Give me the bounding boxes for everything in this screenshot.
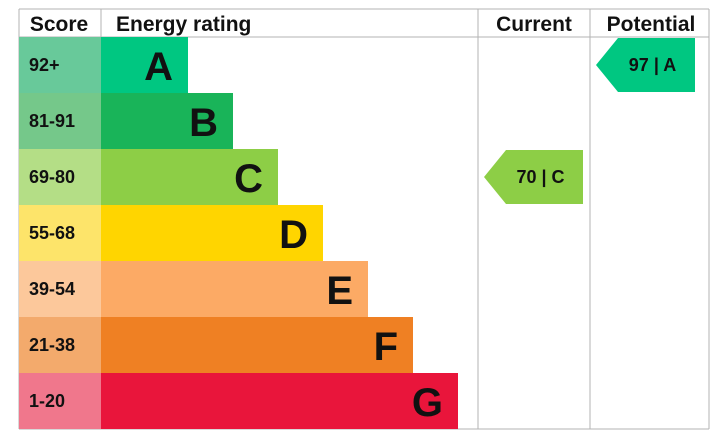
band-b: 81-91 B bbox=[19, 93, 233, 149]
score-range-a: 92+ bbox=[29, 55, 60, 75]
score-cell-f bbox=[19, 317, 101, 373]
score-cell-b bbox=[19, 93, 101, 149]
band-bar-d bbox=[101, 205, 323, 261]
band-e: 39-54 E bbox=[19, 261, 368, 317]
header-energy-rating: Energy rating bbox=[116, 13, 251, 36]
potential-indicator: 97 | A bbox=[596, 38, 695, 92]
score-range-f: 21-38 bbox=[29, 335, 75, 355]
rating-indicators: 70 | C 97 | A bbox=[484, 38, 695, 204]
score-range-d: 55-68 bbox=[29, 223, 75, 243]
band-c: 69-80 C bbox=[19, 149, 278, 205]
header-potential: Potential bbox=[607, 13, 696, 36]
current-indicator: 70 | C bbox=[484, 150, 583, 204]
score-range-c: 69-80 bbox=[29, 167, 75, 187]
band-letter-f: F bbox=[374, 325, 398, 369]
band-bar-b bbox=[101, 93, 233, 149]
score-cell-d bbox=[19, 205, 101, 261]
band-letter-g: G bbox=[412, 381, 443, 425]
score-cell-g bbox=[19, 373, 101, 429]
score-cell-e bbox=[19, 261, 101, 317]
score-range-g: 1-20 bbox=[29, 391, 65, 411]
potential-indicator-shape bbox=[596, 38, 695, 92]
band-letter-e: E bbox=[326, 269, 353, 313]
score-cell-a bbox=[19, 37, 101, 93]
potential-indicator-label: 97 | A bbox=[629, 55, 676, 75]
current-indicator-shape bbox=[484, 150, 583, 204]
band-bar-f bbox=[101, 317, 413, 373]
band-bar-e bbox=[101, 261, 368, 317]
band-bar-g bbox=[101, 373, 458, 429]
band-bar-c bbox=[101, 149, 278, 205]
score-range-b: 81-91 bbox=[29, 111, 75, 131]
band-letter-a: A bbox=[144, 45, 173, 89]
header-current: Current bbox=[496, 13, 572, 36]
band-a: 92+ A bbox=[19, 37, 188, 93]
band-bar-a bbox=[101, 37, 188, 93]
band-letter-c: C bbox=[234, 157, 263, 201]
score-range-e: 39-54 bbox=[29, 279, 75, 299]
header-score: Score bbox=[30, 13, 88, 36]
band-letter-b: B bbox=[189, 101, 218, 145]
band-d: 55-68 D bbox=[19, 205, 323, 261]
band-g: 1-20 G bbox=[19, 373, 458, 429]
score-cell-c bbox=[19, 149, 101, 205]
band-letter-d: D bbox=[279, 213, 308, 257]
band-f: 21-38 F bbox=[19, 317, 413, 373]
current-indicator-label: 70 | C bbox=[516, 167, 564, 187]
rating-bands: 92+ A 81-91 B 69-80 C 55-68 D 39-54 E 21-38 F 1-20 G bbox=[19, 37, 458, 429]
